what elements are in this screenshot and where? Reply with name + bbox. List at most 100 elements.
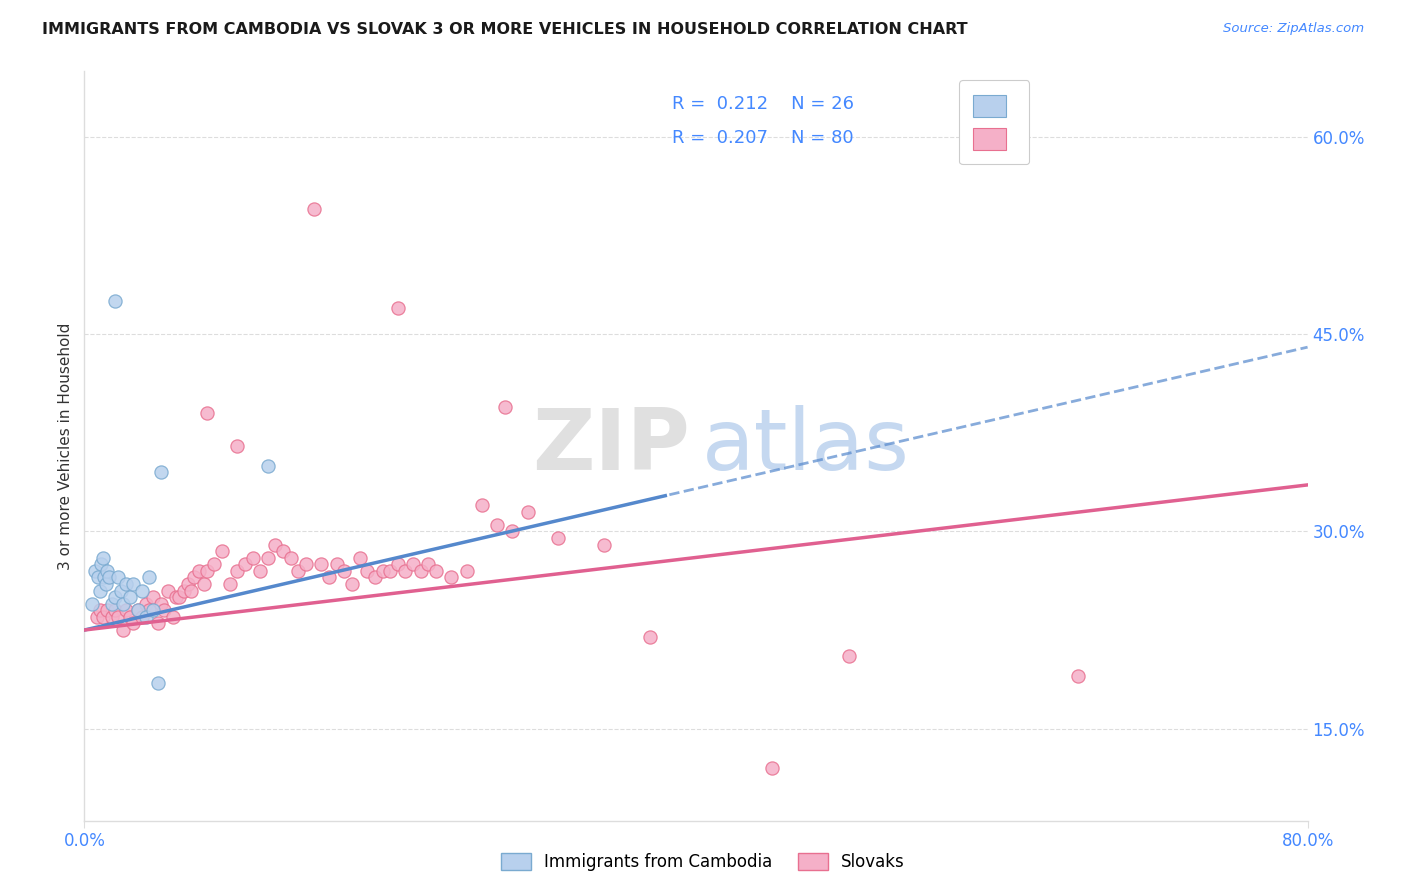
Point [593,538,616,552]
Point [149,597,172,611]
Point [86,610,108,624]
Y-axis label: 3 or more Vehicles in Household: 3 or more Vehicles in Household [58,322,73,570]
Point [138,603,160,617]
Point [110,583,132,598]
Point [318,570,340,584]
Point [471,498,494,512]
Point [516,505,538,519]
Point [165,590,187,604]
Point [311,558,333,572]
Point [87,570,110,584]
Point [218,577,240,591]
Point [120,610,142,624]
Point [761,761,783,775]
Point [202,558,225,572]
Point [1067,669,1090,683]
Point [233,558,256,572]
Point [114,577,136,591]
Point [440,570,463,584]
Point [340,577,363,591]
Point [226,564,249,578]
Point [456,564,478,578]
Point [89,603,111,617]
Point [287,564,309,578]
Point [402,558,425,572]
Point [101,597,124,611]
Point [146,616,169,631]
Point [547,531,569,545]
Legend: , : , [959,80,1029,164]
Point [111,597,134,611]
Text: Source: ZipAtlas.com: Source: ZipAtlas.com [1223,22,1364,36]
Point [418,558,440,572]
Point [302,202,325,217]
Point [356,564,378,578]
Point [101,610,124,624]
Point [387,301,409,315]
Point [157,583,180,598]
Point [114,603,136,617]
Point [180,583,202,598]
Point [349,550,371,565]
Point [295,558,318,572]
Point [131,610,153,624]
Point [107,610,129,624]
Point [425,564,447,578]
Point [242,550,264,565]
Point [135,610,157,624]
Point [257,458,280,473]
Point [271,544,294,558]
Point [120,590,142,604]
Text: IMMIGRANTS FROM CAMBODIA VS SLOVAK 3 OR MORE VEHICLES IN HOUSEHOLD CORRELATION C: IMMIGRANTS FROM CAMBODIA VS SLOVAK 3 OR … [42,22,967,37]
Point [91,610,114,624]
Point [153,603,176,617]
Point [188,564,211,578]
Point [380,564,402,578]
Point [226,439,249,453]
Point [122,577,145,591]
Point [104,603,127,617]
Point [84,564,107,578]
Point [96,603,118,617]
Point [502,524,524,539]
Point [333,564,356,578]
Point [409,564,432,578]
Point [104,294,127,309]
Point [177,577,200,591]
Point [107,570,129,584]
Point [142,590,165,604]
Point [94,577,117,591]
Legend: Immigrants from Cambodia, Slovaks: Immigrants from Cambodia, Slovaks [494,845,912,880]
Text: atlas: atlas [702,404,910,488]
Point [838,649,860,664]
Point [280,550,302,565]
Point [193,577,215,591]
Point [387,558,409,572]
Point [90,558,112,572]
Point [93,570,115,584]
Point [146,675,169,690]
Point [183,570,205,584]
Point [486,517,509,532]
Point [138,570,160,584]
Point [97,570,120,584]
Point [131,583,153,598]
Point [127,603,149,617]
Point [249,564,271,578]
Point [89,583,111,598]
Point [195,564,218,578]
Point [96,564,118,578]
Point [371,564,394,578]
Point [211,544,233,558]
Point [257,550,280,565]
Point [111,623,134,637]
Point [167,590,190,604]
Point [104,590,127,604]
Point [80,597,103,611]
Point [135,597,157,611]
Point [264,538,287,552]
Point [325,558,347,572]
Point [127,603,149,617]
Point [195,406,218,420]
Point [394,564,416,578]
